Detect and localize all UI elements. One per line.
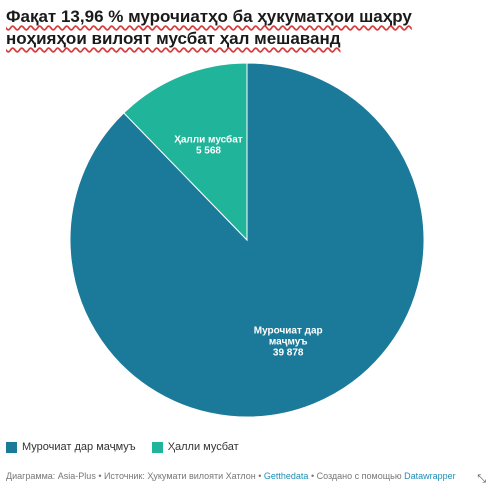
legend-label-total: Мурочиат дар маҷмуъ bbox=[22, 441, 136, 453]
getthedata-link[interactable]: Getthedata bbox=[263, 471, 309, 481]
pie-slices bbox=[69, 62, 425, 418]
pie-label-positive-line: 5 568 bbox=[196, 145, 221, 156]
legend: Мурочиат дар маҷмуъ Ҳалли мусбат bbox=[6, 441, 239, 453]
pie-label-total-line: маҷмуъ bbox=[269, 337, 308, 348]
footer-created-with: • Создано с помощью bbox=[308, 471, 405, 481]
legend-swatch-total bbox=[6, 441, 17, 453]
pie-label-total-line: 39 878 bbox=[273, 348, 304, 359]
datawrapper-link[interactable]: Datawrapper bbox=[404, 471, 456, 481]
chart-title-line-2: ноҳияҳои вилоят мусбат ҳал мешаванд bbox=[6, 29, 341, 48]
pie-label-total-line: Мурочиат дар bbox=[254, 326, 323, 337]
legend-swatch-positive bbox=[151, 441, 163, 453]
legend-label-positive: Ҳалли мусбат bbox=[167, 441, 239, 453]
chart-footer: Диаграмма: Asia-Plus • Источник: Ҳукумат… bbox=[6, 471, 456, 481]
pie-chart: Мурочиат дар маҷмуъ 39 878 Ҳалли мусбат 5 56… bbox=[69, 62, 425, 418]
footer-source: Диаграмма: Asia-Plus • Источник: Ҳукумат… bbox=[6, 471, 264, 481]
pie-labels: Мурочиат дар маҷмуъ 39 878 Ҳалли мусбат 5 56… bbox=[174, 133, 322, 358]
chart-title-line-1: Фақат 13,96 % мурочиатҳо ба ҳукуматҳои ш… bbox=[6, 7, 412, 26]
legend-item-positive: Ҳалли мусбат bbox=[151, 441, 239, 453]
resize-icon[interactable]: ⤡ bbox=[477, 473, 486, 485]
pie-label-total: Мурочиат дар маҷмуъ 39 878 bbox=[254, 326, 323, 359]
pie-label-positive: Ҳалли мусбат 5 568 bbox=[174, 133, 243, 156]
pie-label-positive-line: Ҳалли мусбат bbox=[174, 133, 243, 145]
chart-title: Фақат 13,96 % мурочиатҳо ба ҳукуматҳои ш… bbox=[6, 6, 486, 50]
legend-item-total: Мурочиат дар маҷмуъ bbox=[6, 441, 136, 453]
pie-slice-positive bbox=[123, 62, 248, 242]
